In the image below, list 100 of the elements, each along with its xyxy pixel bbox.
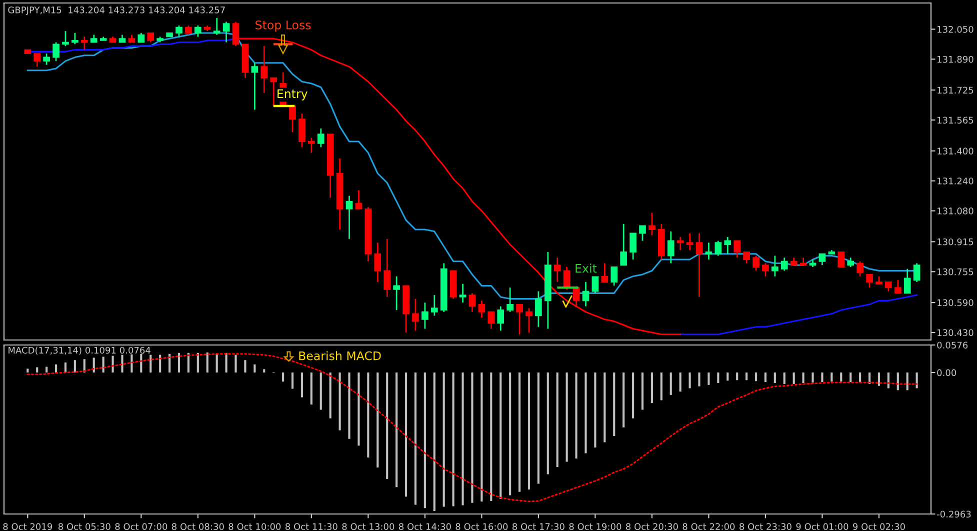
candlestick: [838, 252, 845, 268]
bar: [300, 372, 304, 398]
bar: [471, 372, 474, 503]
candlestick: [147, 32, 154, 44]
bar: [632, 372, 634, 418]
bar: [424, 372, 426, 508]
bar: [650, 372, 653, 404]
x-tick-label: 8 Oct 13:00: [342, 523, 394, 530]
bar: [698, 372, 700, 386]
bar: [234, 354, 237, 373]
x-tick-label: 8 Oct 22:00: [682, 523, 735, 530]
bar: [329, 372, 332, 418]
bar: [150, 354, 152, 373]
x-tick-label: 8 Oct 11:30: [285, 523, 338, 530]
x-tick-label: 9 Oct 01:00: [796, 523, 848, 530]
bar: [102, 356, 104, 373]
candlestick: [526, 307, 532, 334]
candlestick: [412, 298, 419, 332]
bar: [92, 358, 95, 373]
annotation: Exit: [576, 264, 597, 273]
candlestick: [667, 230, 674, 264]
bar: [575, 372, 578, 458]
y-tick-label: 131.080: [938, 208, 974, 214]
bar: [916, 372, 918, 388]
chart-title: MACD(17,31,14) 0.1091 0.0764: [8, 346, 150, 355]
candlestick: [506, 286, 514, 313]
candlestick: [780, 256, 788, 272]
candlestick: [270, 77, 278, 107]
bar: [594, 372, 596, 448]
candlestick: [138, 32, 145, 44]
candlestick: [393, 276, 400, 311]
bar: [509, 372, 512, 496]
bar: [679, 372, 682, 392]
bar: [442, 372, 445, 507]
candlestick: [176, 24, 182, 38]
x-tick-label: 8 Oct 16:00: [456, 523, 508, 530]
y-tick-label: 130.590: [938, 299, 974, 306]
candlestick: [610, 266, 618, 286]
y-tick-label: 130.755: [938, 268, 974, 276]
y-tick-label: 131.240: [938, 178, 974, 184]
candlestick: [885, 281, 892, 292]
x-tick-label: 8 Oct 10:00: [228, 523, 281, 530]
candlestick: [194, 24, 202, 38]
bar: [622, 372, 625, 428]
bar: [812, 372, 814, 383]
bar: [46, 366, 48, 373]
bar: [414, 372, 417, 505]
bar: [850, 372, 852, 382]
x-tick-label: 8 Oct 19:00: [569, 523, 622, 530]
bar: [244, 360, 246, 373]
y-tick-label: 0.0576: [937, 342, 968, 349]
candlestick: [724, 236, 732, 255]
candlestick: [62, 30, 69, 47]
bar: [688, 372, 691, 388]
y-tick-label: 131.400: [938, 148, 974, 154]
candlestick: [222, 21, 230, 44]
candlestick: [696, 232, 703, 298]
bar: [216, 353, 218, 373]
candlestick: [818, 253, 826, 266]
bar: [338, 372, 341, 430]
y-tick-label: -0.2963: [936, 510, 971, 518]
bar: [546, 372, 549, 474]
bar: [310, 372, 312, 404]
candlestick: [630, 232, 636, 260]
bar: [282, 372, 284, 382]
candlestick: [43, 52, 50, 66]
candlestick: [213, 17, 220, 36]
candlestick: [554, 256, 561, 283]
bar: [859, 372, 862, 382]
bar: [896, 372, 899, 390]
bar: [36, 367, 38, 373]
candlestick: [516, 304, 523, 336]
bar: [528, 372, 530, 490]
bar: [566, 372, 568, 462]
x-tick-label: 8 Oct 17:30: [512, 523, 564, 530]
candlestick: [639, 225, 646, 242]
candlestick: [185, 24, 192, 36]
bar: [291, 372, 294, 389]
bar: [660, 372, 662, 400]
bar: [840, 372, 842, 382]
bar: [783, 372, 786, 384]
bar: [906, 372, 908, 390]
candlestick: [904, 268, 911, 294]
candlestick: [856, 260, 864, 278]
bar: [178, 352, 180, 373]
bar: [404, 372, 408, 497]
bar: [26, 368, 29, 373]
candlestick: [601, 262, 608, 283]
bar: [584, 372, 587, 454]
candlestick: [251, 62, 258, 110]
candlestick: [308, 137, 315, 154]
candlestick: [430, 294, 438, 316]
bar: [670, 372, 672, 395]
bar: [396, 372, 398, 488]
bar: [604, 372, 606, 442]
bar: [376, 372, 379, 468]
y-tick-label: 130.915: [938, 238, 974, 246]
candlestick: [72, 32, 78, 45]
candlestick: [714, 240, 722, 256]
candlestick: [497, 306, 504, 332]
